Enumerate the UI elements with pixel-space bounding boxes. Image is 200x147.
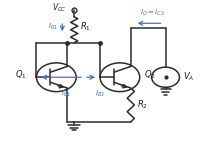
Text: $R_1$: $R_1$	[80, 21, 91, 33]
Text: $I_{B2}$: $I_{B2}$	[95, 89, 105, 99]
Text: $Q_2$: $Q_2$	[144, 68, 155, 81]
Text: $V_A$: $V_A$	[183, 71, 195, 83]
Text: $Q_1$: $Q_1$	[15, 68, 27, 81]
Text: $I_{R1}$: $I_{R1}$	[48, 22, 58, 32]
Text: $V_{CC}$: $V_{CC}$	[52, 2, 66, 14]
Text: $R_2$: $R_2$	[137, 99, 148, 111]
Text: $I_{B1}$: $I_{B1}$	[61, 89, 71, 99]
Text: $I_O = I_{C2}$: $I_O = I_{C2}$	[140, 7, 165, 17]
